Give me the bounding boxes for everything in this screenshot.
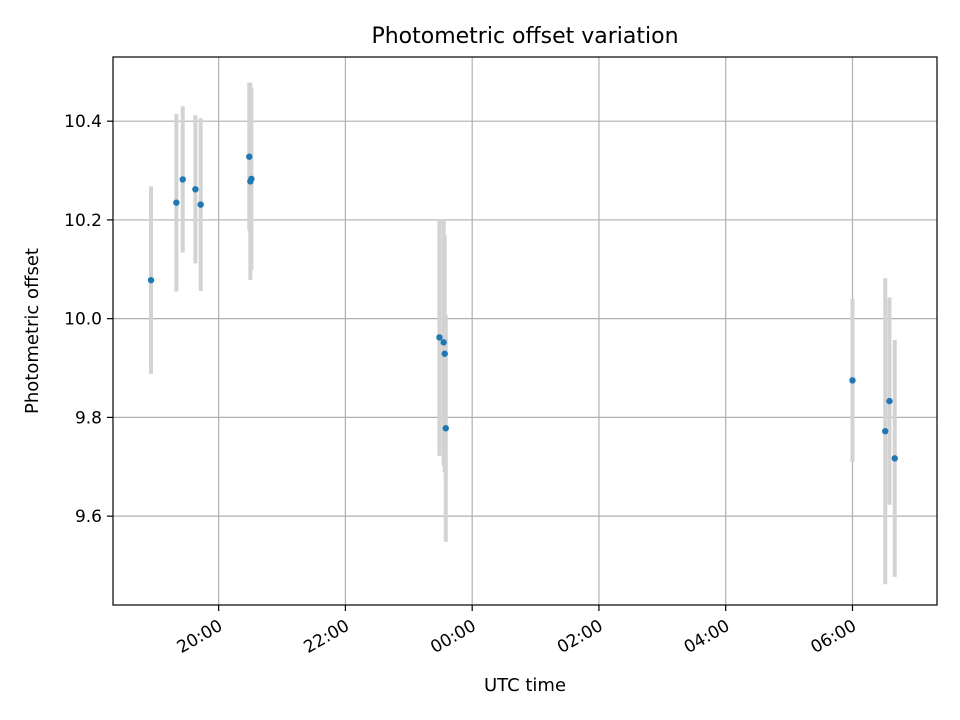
data-point [192, 186, 199, 193]
chart-title: Photometric offset variation [371, 24, 678, 49]
data-point [147, 276, 155, 284]
y-axis-label: Photometric offset [22, 248, 43, 414]
data-point [246, 153, 253, 160]
y-tick-label: 9.6 [75, 507, 102, 527]
data-point [173, 199, 180, 206]
data-point [441, 350, 448, 357]
data-point [849, 377, 856, 384]
x-axis-label: UTC time [484, 675, 566, 696]
y-tick-label: 9.8 [75, 408, 102, 428]
y-tick-label: 10.2 [64, 211, 102, 231]
data-point [442, 425, 449, 432]
y-tick-label: 10.0 [64, 310, 102, 330]
data-point [197, 201, 204, 208]
y-axis: 9.6 9.8 10.0 10.2 10.4 [64, 112, 113, 527]
plot-frame [112, 56, 938, 606]
data-point [440, 339, 447, 346]
data-point [436, 334, 443, 341]
data-point [882, 428, 889, 435]
data-point [248, 175, 255, 183]
data-point [891, 455, 898, 462]
data-point [179, 176, 186, 183]
data-points [147, 153, 898, 462]
y-tick-label: 10.4 [64, 112, 102, 132]
data-point [886, 397, 893, 405]
